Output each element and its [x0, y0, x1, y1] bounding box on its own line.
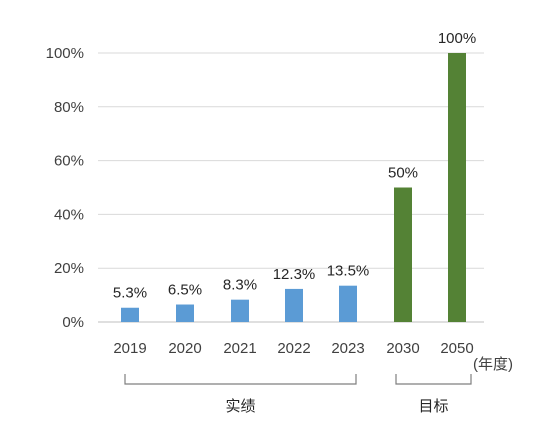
y-tick-label: 100%	[46, 45, 84, 62]
x-tick-label: 2050	[440, 340, 473, 357]
data-label: 13.5%	[327, 263, 370, 280]
bar-2023	[339, 285, 357, 322]
y-tick-label: 60%	[54, 153, 84, 170]
data-label: 8.3%	[223, 277, 257, 294]
bar-2050	[448, 53, 466, 322]
x-tick-label: 2030	[386, 340, 419, 357]
y-tick-label: 0%	[62, 314, 84, 331]
gridlines	[98, 52, 484, 323]
x-tick-label: 2023	[331, 340, 364, 357]
x-unit-label: (年度)	[473, 356, 513, 373]
x-tick-label: 2022	[277, 340, 310, 357]
bar-2021	[231, 299, 249, 322]
x-tick-label: 2020	[168, 340, 201, 357]
data-label: 5.3%	[113, 285, 147, 302]
x-tick-label: 2021	[223, 340, 256, 357]
group-bracket	[395, 374, 472, 385]
bar-2022	[285, 288, 303, 322]
y-axis-ticks: 0% 20% 40% 60% 80% 100%	[46, 45, 84, 331]
bar-2030	[394, 187, 412, 322]
data-label: 6.5%	[168, 282, 202, 299]
x-tick-label: 2019	[113, 340, 146, 357]
x-axis-ticks: 2019 2020 2021 2022 2023 2030 2050	[113, 340, 473, 357]
data-label: 12.3%	[273, 266, 316, 283]
y-tick-label: 40%	[54, 206, 84, 223]
y-tick-label: 20%	[54, 260, 84, 277]
group-brackets: 实绩 目标	[124, 374, 472, 415]
group-label: 目标	[418, 398, 448, 415]
bar-2020	[176, 304, 194, 322]
group-bracket	[124, 374, 357, 385]
data-label: 100%	[438, 30, 476, 47]
group-label: 实绩	[225, 398, 255, 415]
data-labels: 5.3% 6.5% 8.3% 12.3% 13.5% 50% 100%	[113, 30, 476, 302]
y-tick-label: 80%	[54, 99, 84, 116]
data-label: 50%	[388, 165, 418, 182]
bars	[121, 53, 466, 322]
bar-2019	[121, 307, 139, 322]
